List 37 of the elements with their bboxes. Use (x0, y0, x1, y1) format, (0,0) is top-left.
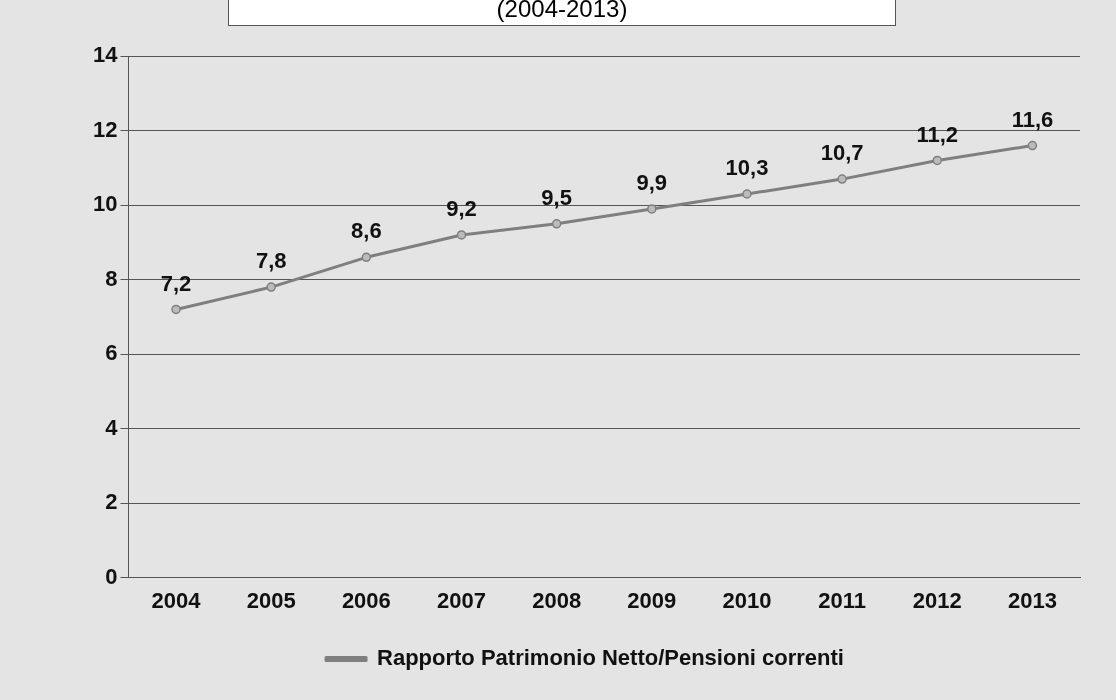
x-tick-label: 2006 (341, 587, 391, 613)
y-tick-label: 8 (105, 265, 118, 291)
y-tick-label: 2 (105, 489, 118, 515)
point (266, 282, 276, 292)
x-tick-label: 2008 (532, 587, 582, 613)
x-tick-label: 2012 (912, 587, 962, 613)
x-tick-label: 2010 (722, 587, 772, 613)
point (456, 230, 467, 240)
data-label: 7,8 (255, 248, 287, 274)
x-tick-label: 2004 (151, 587, 202, 613)
data-label: 8,6 (351, 218, 382, 244)
y-tick-label: 6 (105, 340, 118, 366)
data-label: 9,5 (541, 184, 572, 210)
point (551, 219, 562, 229)
x-tick-label: 2011 (818, 587, 866, 613)
legend-label: Rapporto Patrimonio Netto/Pensioni correnti (377, 645, 844, 671)
x-tick-label: 2005 (246, 587, 296, 613)
point (171, 304, 181, 315)
point (837, 174, 847, 184)
point (742, 189, 752, 199)
data-label: 10,7 (820, 140, 864, 166)
point (932, 155, 943, 166)
y-tick-label: 4 (105, 414, 119, 440)
chart-title: (2004-2013) (228, 0, 896, 26)
y-tick-label: 0 (105, 563, 118, 589)
y-tick-label: 14 (92, 42, 119, 68)
x-tick-label: 2007 (437, 587, 486, 613)
y-tick-label: 12 (92, 116, 118, 142)
point (1027, 140, 1038, 151)
point (647, 204, 657, 214)
y-tick-label: 10 (92, 191, 118, 217)
data-label: 9,9 (636, 169, 668, 195)
x-tick-label: 2009 (627, 587, 677, 613)
data-label: 11,6 (1011, 106, 1054, 132)
data-label: 10,3 (725, 155, 769, 181)
x-tick-label: 2013 (1007, 587, 1057, 613)
point (361, 252, 372, 263)
